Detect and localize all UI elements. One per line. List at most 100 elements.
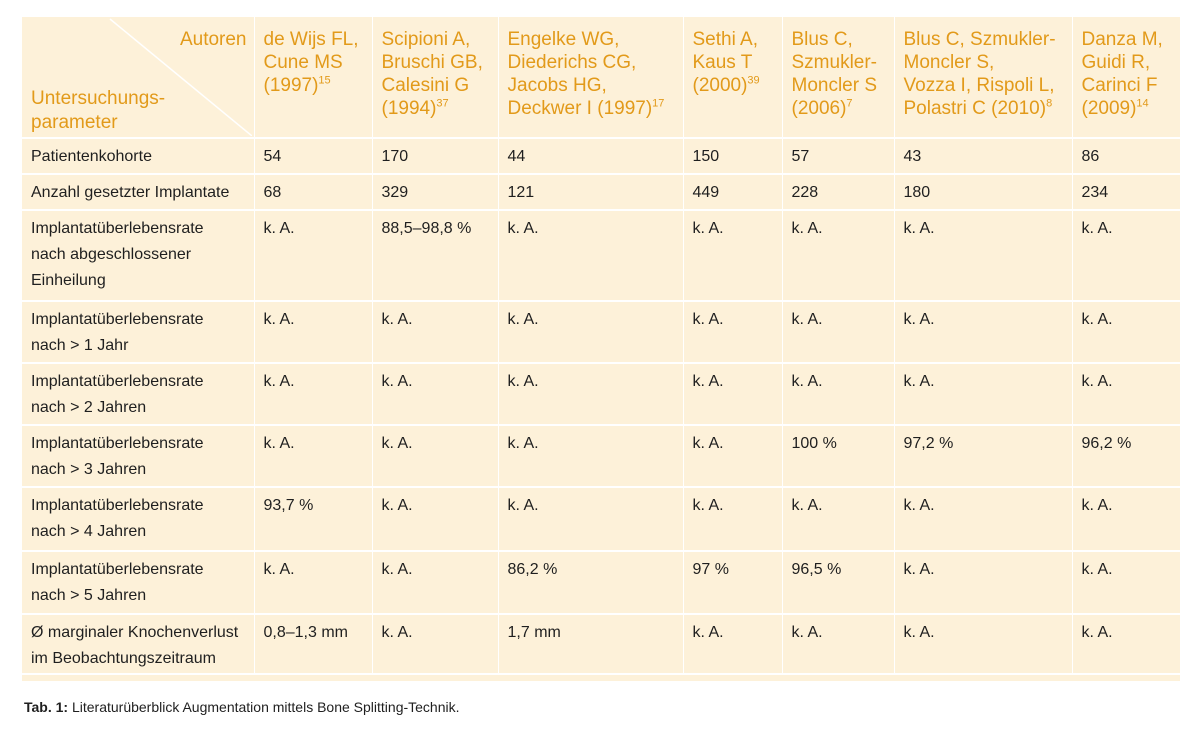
row-label: Implantatüberlebensrate nach > 3 Jahren [22, 425, 255, 488]
table-row: Implantatüberlebensrate nach abgeschloss… [22, 210, 1180, 302]
table-row: Patientenkohorte 54 170 44 150 57 43 86 [22, 138, 1180, 175]
table-cell: k. A. [1072, 301, 1180, 364]
table-cell: k. A. [1072, 614, 1180, 675]
row-label: Ø marginaler Knochenverlust im Beobachtu… [22, 614, 255, 675]
table-row: Ø marginaler Knochenverlust im Beobachtu… [22, 614, 1180, 675]
table-cell: 329 [372, 174, 499, 211]
table-row: Implantatüberlebensrate nach > 5 Jahren k… [22, 551, 1180, 615]
table-cell: 57 [782, 138, 895, 175]
reference-superscript: 17 [652, 97, 665, 110]
table-cell: k. A. [782, 210, 895, 302]
table-cell: k. A. [1072, 487, 1180, 552]
column-header-text: Blus C, Szmukler- Moncler S, Vozza I, Ri… [903, 29, 1056, 119]
column-header-4: Sethi A, Kaus T (2000)39 [683, 17, 783, 139]
table-cell: k. A. [1072, 363, 1180, 426]
table-cell: k. A. [372, 551, 499, 615]
caption-text: Literaturüberblick Augmentation mittels … [71, 699, 460, 715]
table-cell: 180 [894, 174, 1073, 211]
table-cell: 96,5 % [782, 551, 895, 615]
literature-table-wrapper: Autoren Untersuchungs- parameter de Wijs… [22, 17, 1180, 681]
table-cell: k. A. [498, 487, 684, 552]
reference-superscript: 7 [846, 97, 853, 110]
table-cell: 43 [894, 138, 1073, 175]
table-cell: 86,2 % [498, 551, 684, 615]
row-label: Implantatüberlebensrate nach > 5 Jahren [22, 551, 255, 615]
corner-label-autoren: Autoren [179, 29, 247, 50]
row-label: Implantatüberlebensrate nach > 1 Jahr [22, 301, 255, 364]
table-cell: k. A. [683, 363, 783, 426]
table-cell: k. A. [894, 551, 1073, 615]
column-header-text: Sethi A, Kaus T (2000) [692, 29, 759, 96]
column-header-text: Engelke WG, Diederichs CG, Jacobs HG, De… [507, 29, 653, 119]
table-row: Implantatüberlebensrate nach > 4 Jahren 9… [22, 487, 1180, 552]
corner-label-untersuchungsparameter: Untersuchungs- parameter [31, 88, 166, 133]
column-header-3: Engelke WG, Diederichs CG, Jacobs HG, De… [498, 17, 684, 139]
reference-superscript: 39 [747, 74, 760, 87]
table-cell: k. A. [498, 363, 684, 426]
table-caption: Tab. 1: Literaturüberblick Augmentation … [24, 699, 460, 715]
reference-superscript: 8 [1046, 97, 1053, 110]
table-cell: k. A. [372, 363, 499, 426]
table-cell: k. A. [372, 614, 499, 675]
table-cell: k. A. [372, 425, 499, 488]
table-cell: k. A. [254, 425, 373, 488]
table-cell: k. A. [894, 614, 1073, 675]
corner-diagonal-line [109, 18, 252, 136]
column-header-7: Danza M, Guidi R, Carinci F (2009)14 [1072, 17, 1180, 139]
table-row: Implantatüberlebensrate nach > 2 Jahren k… [22, 363, 1180, 426]
reference-superscript: 14 [1136, 97, 1149, 110]
table-cell: 44 [498, 138, 684, 175]
table-cell: 234 [1072, 174, 1180, 211]
table-cell: k. A. [782, 363, 895, 426]
table-cell: k. A. [683, 210, 783, 302]
row-label: Anzahl gesetzter Implantate [22, 174, 255, 211]
table-cell: k. A. [1072, 551, 1180, 615]
table-cell: 68 [254, 174, 373, 211]
table-cell: k. A. [782, 301, 895, 364]
table-cell: 96,2 % [1072, 425, 1180, 488]
table-cell: k. A. [254, 301, 373, 364]
table-cell: k. A. [894, 487, 1073, 552]
row-label: Implantatüberlebensrate nach > 2 Jahren [22, 363, 255, 426]
table-cell: 97 % [683, 551, 783, 615]
column-header-5: Blus C, Szmukler- Moncler S (2006)7 [782, 17, 895, 139]
table-row: Implantatüberlebensrate nach > 3 Jahren k… [22, 425, 1180, 488]
column-header-1: de Wijs FL, Cune MS (1997)15 [254, 17, 373, 139]
column-header-6: Blus C, Szmukler- Moncler S, Vozza I, Ri… [894, 17, 1073, 139]
table-corner-cell: Autoren Untersuchungs- parameter [22, 17, 255, 139]
column-header-text: Danza M, Guidi R, Carinci F (2009) [1081, 29, 1163, 119]
table-cell: k. A. [683, 614, 783, 675]
row-label: Implantatüberlebensrate nach abgeschloss… [22, 210, 255, 302]
table-cell: 170 [372, 138, 499, 175]
caption-label: Tab. 1: [24, 699, 69, 715]
table-cell: k. A. [498, 425, 684, 488]
table-cell: k. A. [782, 614, 895, 675]
table-cell: 97,2 % [894, 425, 1073, 488]
table-cell: 86 [1072, 138, 1180, 175]
table-cell: 100 % [782, 425, 895, 488]
table-cell: 449 [683, 174, 783, 211]
table-cell: 228 [782, 174, 895, 211]
table-cell: k. A. [254, 210, 373, 302]
row-label: Implantatüberlebensrate nach > 4 Jahren [22, 487, 255, 552]
table-cell: k. A. [372, 301, 499, 364]
table-cell: 150 [683, 138, 783, 175]
column-header-text: de Wijs FL, Cune MS (1997) [263, 29, 359, 96]
table-row: Implantatüberlebensrate nach > 1 Jahr k. … [22, 301, 1180, 364]
table-header-row: Autoren Untersuchungs- parameter de Wijs… [22, 17, 1180, 139]
column-header-text: Blus C, Szmukler- Moncler S (2006) [791, 29, 878, 119]
table-cell: 54 [254, 138, 373, 175]
table-row: Anzahl gesetzter Implantate 68 329 121 449 22… [22, 174, 1180, 211]
literature-table: Autoren Untersuchungs- parameter de Wijs… [22, 17, 1180, 675]
table-cell: k. A. [254, 551, 373, 615]
table-cell: k. A. [894, 301, 1073, 364]
column-header-text: Scipioni A, Bruschi GB, Calesini G (1994… [381, 29, 483, 119]
table-cell: k. A. [683, 301, 783, 364]
table-cell: k. A. [1072, 210, 1180, 302]
table-cell: 0,8–1,3 mm [254, 614, 373, 675]
reference-superscript: 37 [436, 97, 449, 110]
table-cell: k. A. [498, 210, 684, 302]
table-cell: k. A. [254, 363, 373, 426]
table-cell: 121 [498, 174, 684, 211]
table-cell: k. A. [372, 487, 499, 552]
